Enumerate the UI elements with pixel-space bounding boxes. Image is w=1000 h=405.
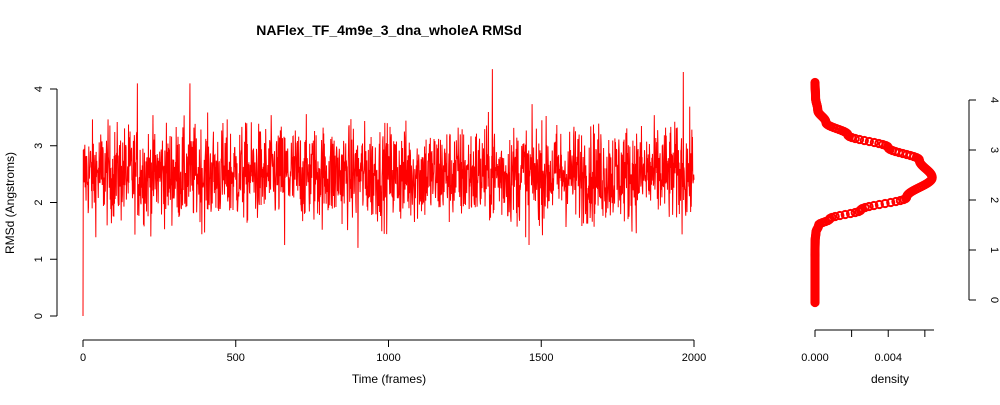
density-point bbox=[859, 135, 869, 146]
density-point bbox=[869, 200, 879, 211]
rmsd-time-series-panel: 0 500 1000 1500 2000 0 1 2 3 4 Time (frames) RMS… bbox=[3, 69, 706, 386]
density-point bbox=[891, 196, 901, 207]
y-tick-label: 0 bbox=[33, 313, 45, 319]
density-point bbox=[886, 197, 896, 208]
density-point bbox=[810, 77, 820, 88]
x-tick-label: 500 bbox=[227, 352, 245, 364]
density-panel: 0.000 0.004 0 1 2 3 4 density bbox=[801, 77, 1000, 386]
density-y-tick-label: 1 bbox=[988, 247, 1000, 253]
density-y-axis-ticks: 0 1 2 3 4 bbox=[969, 97, 1000, 303]
rmsd-series-line bbox=[82, 69, 695, 317]
density-y-tick-label: 2 bbox=[988, 197, 1000, 203]
density-point bbox=[878, 139, 888, 150]
density-y-tick-label: 0 bbox=[988, 297, 1000, 303]
density-point bbox=[860, 202, 870, 213]
density-points bbox=[810, 77, 937, 308]
y-tick-label: 3 bbox=[33, 143, 45, 149]
density-x-tick-label: 0.000 bbox=[801, 352, 829, 364]
density-point bbox=[880, 198, 890, 209]
x-tick-label: 1500 bbox=[529, 352, 553, 364]
density-point bbox=[845, 208, 856, 219]
density-point bbox=[869, 137, 879, 148]
density-y-tick-label: 4 bbox=[988, 97, 1000, 103]
density-point bbox=[835, 210, 845, 221]
density-x-axis-ticks: 0.000 0.004 bbox=[801, 330, 926, 364]
density-point bbox=[874, 199, 884, 210]
y-axis-ticks: 0 1 2 3 4 bbox=[33, 86, 57, 319]
x-axis-ticks: 0 500 1000 1500 2000 bbox=[80, 340, 706, 364]
x-tick-label: 2000 bbox=[682, 352, 706, 364]
y-axis-label: RMSd (Angstroms) bbox=[3, 152, 17, 254]
density-point bbox=[864, 136, 874, 147]
density-y-tick-label: 3 bbox=[988, 147, 1000, 153]
density-x-axis-label: density bbox=[871, 372, 909, 386]
x-axis-label: Time (frames) bbox=[352, 372, 426, 386]
density-point bbox=[830, 211, 840, 222]
y-tick-label: 4 bbox=[33, 86, 45, 92]
density-x-tick-label: 0.004 bbox=[874, 352, 902, 364]
y-tick-label: 1 bbox=[33, 256, 45, 262]
x-tick-label: 0 bbox=[80, 352, 86, 364]
x-tick-label: 1000 bbox=[376, 352, 400, 364]
density-point bbox=[864, 201, 874, 212]
density-point bbox=[874, 138, 884, 149]
y-tick-label: 2 bbox=[33, 199, 45, 205]
density-point bbox=[840, 209, 850, 220]
chart-title: NAFlex_TF_4m9e_3_dna_wholeA RMSd bbox=[256, 22, 522, 38]
